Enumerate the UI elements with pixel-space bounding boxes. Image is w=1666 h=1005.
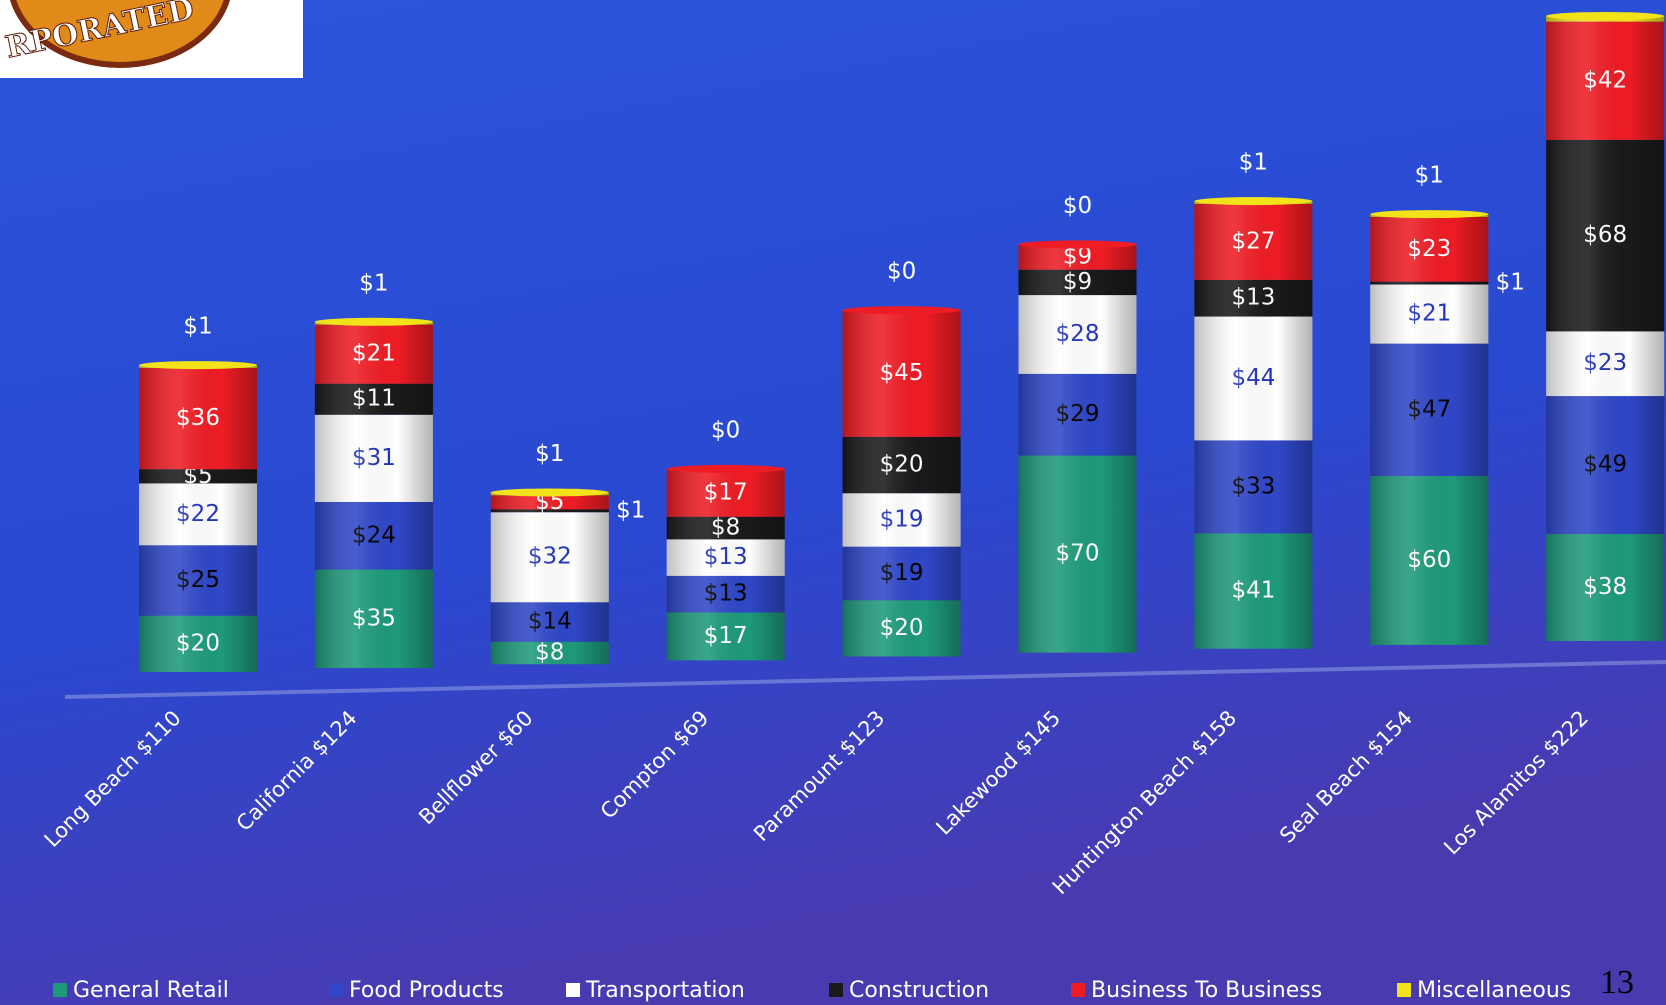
cylinder-shade [1546,16,1665,642]
legend-swatch [566,983,580,997]
value-label: $1 [535,441,564,467]
value-label: $0 [711,417,740,443]
cylinder-top [1018,240,1137,249]
cylinder-top [842,306,961,315]
page-number: 13 [1600,964,1634,1001]
cylinder-top [139,361,257,370]
legend-label: Miscellaneous [1417,978,1571,1003]
cylinder-shade [842,310,961,657]
cylinder-shade [1194,201,1313,649]
legend-label: Business To Business [1091,978,1322,1003]
cylinder-top [1546,12,1665,21]
cylinder-shade [1370,214,1489,645]
legend-label: General Retail [73,978,229,1003]
value-label: $1 [183,314,212,340]
cylinder-top [1194,197,1313,206]
cylinder-top [1370,210,1489,219]
legend-label: Construction [849,978,989,1003]
cylinder-top [490,488,609,497]
value-label: $1 [616,497,645,523]
value-label: $0 [887,259,916,285]
cylinder-shade [1018,244,1137,653]
cylinder-shade [314,321,433,669]
value-label: $1 [359,270,388,296]
value-label: $1 [1239,150,1268,176]
value-label: $1 [1496,270,1525,296]
legend-swatch [53,983,67,997]
legend-swatch [329,983,343,997]
cylinder-shade [666,468,785,661]
floor [65,660,1666,699]
cylinder-top [314,317,433,326]
logo [9,0,231,68]
legend-swatch [829,983,843,997]
cylinder-shade [490,492,609,665]
cylinder-top [666,464,785,473]
cylinder-shade [139,365,257,672]
legend-label: Food Products [349,978,504,1003]
value-label: $1 [1415,163,1444,189]
legend-swatch [1071,983,1085,997]
value-label: $0 [1063,193,1092,219]
legend-swatch [1397,983,1411,997]
legend-label: Transportation [585,978,745,1003]
